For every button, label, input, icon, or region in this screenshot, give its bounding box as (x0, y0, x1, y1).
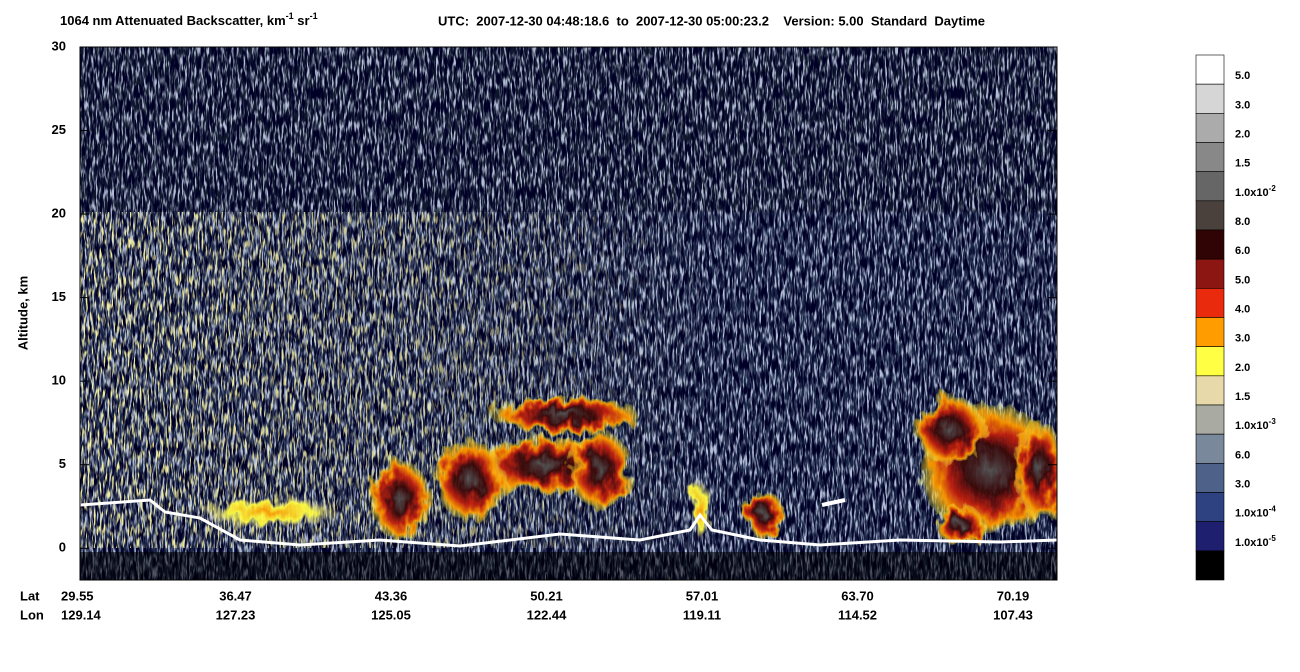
colorbar-label: 3.0 (1235, 478, 1250, 490)
chart-subtitle: UTC: 2007-12-30 04:48:18.6 to 2007-12-30… (438, 13, 985, 28)
x-tick-label: 50.21 (530, 588, 563, 603)
colorbar-swatch (1195, 229, 1225, 260)
y-tick-label: 25 (52, 122, 66, 137)
colorbar-label-text: 3.0 (1235, 99, 1250, 111)
colorbar-label-text: 1.5 (1235, 158, 1250, 170)
colorbar-label: 5.0 (1235, 70, 1250, 82)
colorbar-label-text: 4.0 (1235, 303, 1250, 315)
title-text: sr (294, 13, 310, 28)
colorbar-swatch (1195, 550, 1225, 581)
colorbar-label-text: 1.0x10 (1235, 508, 1269, 520)
colorbar-label-text: 2.0 (1235, 362, 1250, 374)
colorbar-swatch (1195, 404, 1225, 435)
colorbar-swatch (1195, 171, 1225, 202)
title-text: 1064 nm Attenuated Backscatter, km (60, 13, 286, 28)
colorbar-swatch (1195, 200, 1225, 231)
colorbar-label-exp: -5 (1269, 533, 1277, 542)
x-tick-label: 119.11 (683, 607, 721, 622)
colorbar-label-text: 6.0 (1235, 245, 1250, 257)
x-tick-label: 125.05 (371, 607, 411, 622)
y-axis-label: Altitude, km (15, 276, 30, 350)
colorbar-label: 5.0 (1235, 274, 1250, 286)
colorbar-label: 1.5 (1235, 391, 1250, 403)
x-tick-label: 114.52 (838, 607, 877, 622)
colorbar-label: 1.0x10-2 (1235, 183, 1276, 198)
colorbar-label-text: 1.5 (1235, 391, 1250, 403)
colorbar-label: 3.0 (1235, 333, 1250, 345)
y-tick-label: 20 (52, 206, 66, 221)
chart-title: 1064 nm Attenuated Backscatter, km-1 sr-… (60, 11, 318, 28)
colorbar-swatch (1195, 433, 1225, 464)
x-tick-label: 57.01 (686, 588, 719, 603)
colorbar-label-text: 1.0x10 (1235, 537, 1269, 549)
colorbar-label: 6.0 (1235, 245, 1250, 257)
x-tick-label: 129.14 (61, 607, 102, 622)
colorbar-swatch (1195, 113, 1225, 143)
colorbar-label-text: 3.0 (1235, 333, 1250, 345)
colorbar-label-text: 5.0 (1235, 274, 1250, 286)
colorbar-label: 6.0 (1235, 449, 1250, 461)
colorbar-label-text: 8.0 (1235, 216, 1250, 228)
colorbar-label: 2.0 (1235, 128, 1250, 140)
colorbar-label-text: 1.0x10 (1235, 187, 1269, 199)
x-row-label: Lon (20, 607, 44, 622)
backscatter-image (80, 47, 1057, 580)
colorbar-swatch (1195, 492, 1225, 522)
colorbar-label: 1.0x10-5 (1235, 533, 1276, 548)
colorbar-swatch (1195, 258, 1225, 289)
title-sup: -1 (310, 11, 318, 21)
colorbar-label: 8.0 (1235, 216, 1250, 228)
colorbar-label-exp: -4 (1269, 504, 1277, 513)
colorbar-swatch (1195, 54, 1225, 85)
x-tick-label: 63.70 (841, 588, 874, 603)
plot-frame (79, 46, 1058, 581)
y-tick-label: 15 (52, 289, 66, 304)
colorbar-label: 1.0x10-3 (1235, 417, 1276, 432)
x-tick-label: 43.36 (375, 588, 408, 603)
colorbar-swatch (1195, 375, 1225, 406)
y-tick-label: 0 (59, 540, 66, 555)
colorbar-label: 3.0 (1235, 99, 1250, 111)
colorbar-swatch (1195, 521, 1225, 552)
colorbar-label: 4.0 (1235, 303, 1250, 315)
colorbar-swatch (1195, 317, 1225, 347)
colorbar-label-text: 3.0 (1235, 478, 1250, 490)
x-tick-label: 127.23 (216, 607, 256, 622)
title-sup: -1 (286, 11, 294, 21)
colorbar-swatch (1195, 288, 1225, 318)
x-row-label: Lat (20, 588, 40, 603)
x-tick-label: 107.43 (993, 607, 1033, 622)
x-tick-label: 70.19 (997, 588, 1030, 603)
x-tick-label: 29.55 (61, 588, 94, 603)
colorbar-swatch (1195, 142, 1225, 172)
colorbar-label-text: 2.0 (1235, 128, 1250, 140)
y-tick-label: 5 (59, 456, 66, 471)
y-tick-label: 10 (52, 373, 66, 388)
colorbar-label: 1.0x10-4 (1235, 504, 1276, 519)
y-tick-label: 30 (52, 38, 66, 53)
colorbar-swatch (1195, 83, 1225, 114)
colorbar-label-text: 1.0x10 (1235, 420, 1269, 432)
colorbar-label: 1.5 (1235, 158, 1250, 170)
x-tick-label: 122.44 (527, 607, 568, 622)
colorbar-swatch (1195, 346, 1225, 377)
colorbar-label-text: 6.0 (1235, 449, 1250, 461)
x-tick-label: 36.47 (219, 588, 252, 603)
colorbar-label: 2.0 (1235, 362, 1250, 374)
colorbar-swatch (1195, 463, 1225, 493)
colorbar-label-exp: -2 (1269, 183, 1277, 192)
colorbar-label-text: 5.0 (1235, 70, 1250, 82)
colorbar-label-exp: -3 (1269, 417, 1277, 426)
